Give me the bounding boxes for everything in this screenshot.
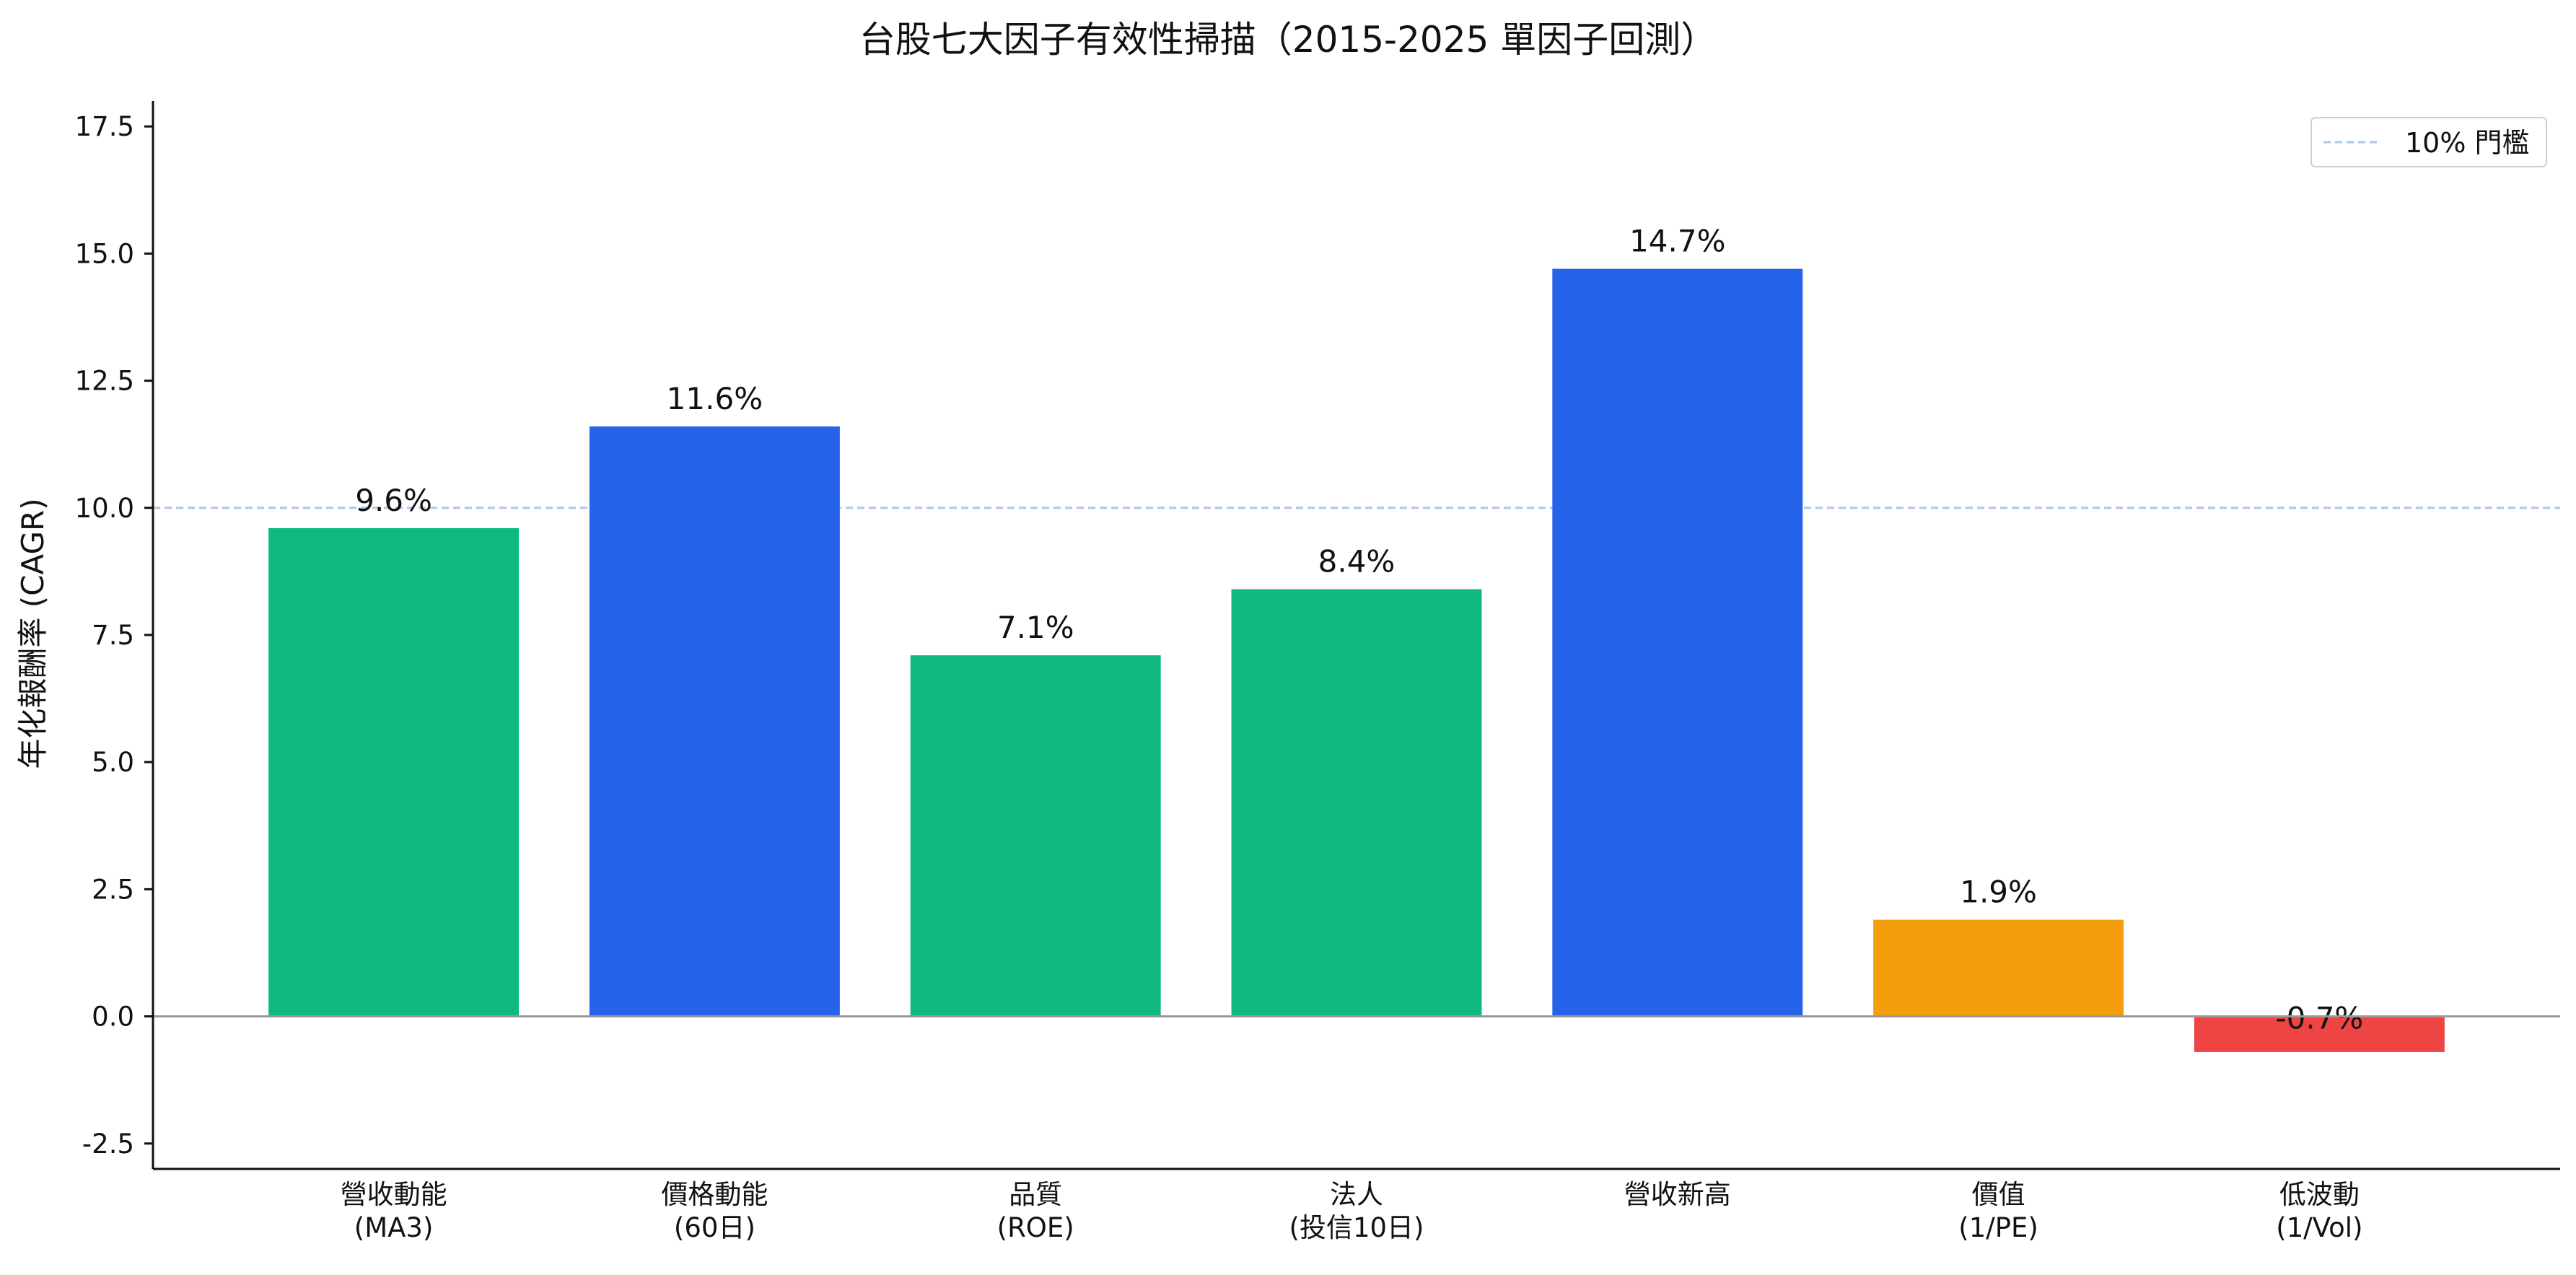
x-tick-label: 品質 [1009,1179,1062,1210]
bar [1231,589,1482,1017]
x-tick-label: (1/PE) [1958,1212,2038,1243]
y-tick-label: -2.5 [82,1129,134,1160]
bar [2194,1016,2445,1052]
y-tick-label: 17.5 [75,111,134,142]
bar [1873,919,2124,1017]
x-tick-label: (60日) [674,1212,755,1243]
x-tick-label: (1/Vol) [2276,1212,2362,1243]
bar-value-label: -0.7% [2275,1001,2363,1036]
y-tick-label: 7.5 [92,620,134,651]
x-tick-label: (ROE) [997,1212,1074,1243]
x-tick-label: (投信10日) [1289,1212,1424,1243]
y-axis-label: 年化報酬率 (CAGR) [15,498,51,768]
chart-title: 台股七大因子有效性掃描（2015-2025 單因子回測） [859,19,1717,61]
x-tick-label: 價值 [1972,1179,2025,1210]
x-tick-label: (MA3) [354,1212,434,1243]
y-tick-label: 2.5 [92,874,134,905]
bar [589,426,840,1017]
y-tick-label: 5.0 [92,747,134,778]
bar-value-label: 1.9% [1960,875,2037,910]
legend-threshold-label: 10% 門檻 [2405,127,2530,159]
bar-value-label: 7.1% [997,610,1074,645]
bar [910,655,1161,1017]
x-tick-label: 法人 [1330,1179,1383,1210]
x-tick-label: 低波動 [2279,1179,2360,1210]
legend: 10% 門檻 [2310,117,2547,167]
bar-value-label: 8.4% [1318,544,1396,579]
y-tick-label: 10.0 [75,493,134,524]
plot-area: 9.6% 營收動能(MA3) 11.6% 價格動能(60日) 7.1% 品質(ROE) 8.… [75,101,2560,1243]
x-tick-label: 價格動能 [661,1179,768,1210]
y-tick-label: 15.0 [75,238,134,269]
bar [268,528,520,1017]
legend-box [2310,117,2547,167]
y-tick-label: 12.5 [75,366,134,397]
bar-value-label: 11.6% [667,381,763,416]
x-tick-label: 營收動能 [341,1179,447,1210]
x-tick-label: 營收新高 [1624,1179,1731,1210]
bar-value-label: 14.7% [1629,224,1725,259]
bar-value-label: 9.6% [355,483,432,518]
y-tick-label: 0.0 [92,1002,134,1033]
bar [1552,268,1803,1017]
